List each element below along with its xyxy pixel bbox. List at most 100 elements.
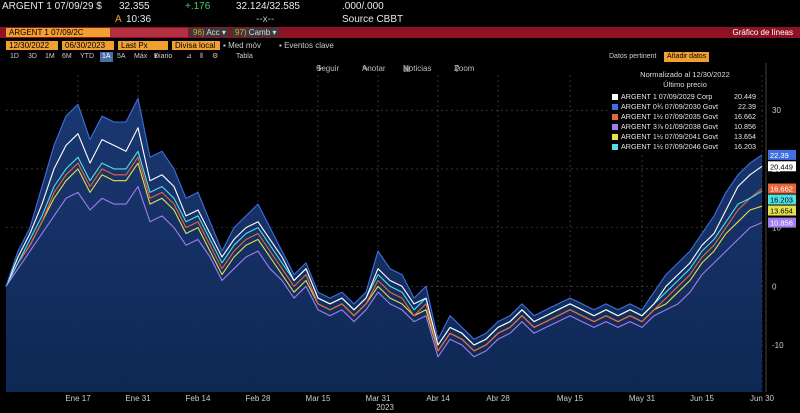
series-line [5, 156, 763, 352]
acc-label: Acc [206, 28, 220, 37]
last-value-badge: 13.654 [768, 205, 796, 216]
legend-item[interactable]: ARGENT 1½ 07/09/2041 Govt 13.654 [612, 132, 758, 141]
y-tick-label: -10 [772, 341, 784, 350]
key-events-label: Eventos clave [284, 41, 334, 50]
y-tick-label: 30 [772, 106, 781, 115]
ticker-field[interactable]: ARGENT 1 07/09/2C [6, 28, 112, 37]
legend-item[interactable]: ARGENT 1 07/09/2029 Corp 20.449 [612, 92, 758, 101]
legend-swatch [612, 93, 618, 100]
news-icon: ▤ [403, 64, 411, 73]
x-tick-label: Jun 30 [750, 394, 775, 403]
legend-value: 16.203 [734, 142, 756, 151]
last-value-text: 10.856 [770, 219, 793, 228]
last-value-text: 16.662 [770, 185, 793, 194]
legend-value: 20.449 [734, 92, 756, 101]
legend-swatch [612, 113, 618, 120]
legend-subtitle: Último precio [663, 80, 707, 89]
legend-title: Normalizado al 12/30/2022 [640, 70, 730, 79]
x-tick-label: Mar 15 [306, 394, 331, 403]
add-data-field[interactable]: Añadir datos [664, 52, 710, 62]
chart-toolbar: ARGENT 1 07/09/2C 96) Acc ▾ 97) Camb ▾ G… [0, 27, 800, 38]
frequency-label: Diario [154, 53, 173, 60]
moving-average-label: Med móv [228, 41, 261, 50]
x-tick-label: Abr 28 [486, 394, 510, 403]
table-button[interactable]: Tabla [236, 53, 253, 60]
x-tick-label: Mar 31 [366, 394, 391, 403]
last-value-badge: 10.856 [768, 217, 796, 228]
checkbox-icon: ▪ [223, 41, 229, 50]
camb-number: 97) [235, 28, 249, 37]
legend-value: 16.662 [734, 112, 756, 121]
chart-tools: ✛ Seguir ✎ Anotar ▤ Noticias ⚲ Zoom [0, 64, 800, 74]
bar-chart-icon[interactable]: ⫴ [200, 53, 203, 60]
period-ytd[interactable]: YTD [80, 53, 94, 60]
camb-label: Camb [248, 28, 271, 37]
y-tick-label: 0 [772, 282, 777, 291]
chevron-down-icon: ▾ [219, 28, 226, 37]
period-1a[interactable]: 1A [100, 52, 113, 62]
series-lines [5, 97, 763, 358]
legend-value: 22.39 [738, 102, 756, 111]
period-bar: 1D 3D 1M 6M YTD 1A 5A Máx Diario ▾ ⊿ ⫴ ⚙… [0, 52, 800, 62]
date-options-bar: 12/30/2022 - 06/30/2023 Last Px Divisa l… [0, 40, 800, 51]
series-line [5, 127, 763, 346]
x-axis-year: 2023 [376, 403, 394, 412]
y-tick-label: 10 [772, 224, 781, 233]
security-name[interactable]: ARGENT 1 07/09/29 $ [2, 1, 102, 12]
legend-item[interactable]: ARGENT 1½ 07/09/2046 Govt 16.203 [612, 142, 758, 151]
period-max[interactable]: Máx [134, 53, 148, 60]
last-value-text: 22.39 [770, 151, 789, 160]
chart-type-title[interactable]: Gráfico de líneas [732, 28, 793, 37]
end-date-field[interactable]: 06/30/2023 [62, 41, 114, 50]
x-tick-label: Feb 14 [186, 394, 211, 403]
chart-legend: Normalizado al 12/30/2022 Último precio … [610, 68, 760, 153]
moving-average-toggle[interactable]: ▪ Med móv [220, 41, 264, 50]
legend-swatch [612, 133, 618, 140]
mid-indicator: --x-- [256, 14, 275, 25]
start-date-field[interactable]: 12/30/2022 [6, 41, 58, 50]
settings-icon[interactable]: ⚙ [212, 53, 219, 60]
legend-value: 10.856 [734, 122, 756, 131]
last-value-badge: 16.662 [768, 183, 796, 194]
series-line [5, 97, 763, 340]
last-value-badge: 16.203 [768, 194, 796, 205]
legend-item[interactable]: ARGENT 3⅞ 01/09/2038 Govt 10.856 [612, 122, 758, 131]
y-axis: 3020100-10 [772, 106, 784, 350]
period-3d[interactable]: 3D [28, 53, 37, 60]
line-chart-icon[interactable]: ⊿ [186, 53, 192, 60]
chevron-down-icon: ▾ [270, 28, 277, 37]
x-tick-label: Feb 28 [246, 394, 271, 403]
follow-label: Seguir [316, 64, 340, 73]
period-1m[interactable]: 1M [45, 53, 55, 60]
period-5a[interactable]: 5A [117, 53, 126, 60]
date-separator: - [54, 41, 57, 50]
legend-swatch [612, 103, 618, 110]
pencil-icon: ✎ [362, 64, 369, 73]
period-1d[interactable]: 1D [10, 53, 19, 60]
x-tick-label: Jun 15 [690, 394, 715, 403]
legend-label: ARGENT 1½ 07/09/2035 Govt [621, 112, 718, 121]
series-line [5, 185, 763, 358]
currency-select[interactable]: Divisa local [172, 41, 220, 50]
zoom-label: Zoom [454, 64, 475, 73]
time-prefix: A [115, 14, 122, 25]
period-6m[interactable]: 6M [62, 53, 72, 60]
legend-item[interactable]: ARGENT 1½ 07/09/2035 Govt 16.662 [612, 112, 758, 121]
magnifier-icon: ⚲ [454, 64, 460, 73]
last-price: 32.355 [119, 1, 150, 12]
x-axis: Ene 17 Ene 31 Feb 14 Feb 28 Mar 15 Mar 31 Abr … [65, 394, 774, 403]
ticker-secondary-field[interactable] [110, 28, 188, 37]
legend-label: ARGENT 1½ 07/09/2041 Govt [621, 132, 718, 141]
yield-values: .000/.000 [342, 1, 384, 12]
key-events-toggle[interactable]: ▪ Eventos clave [276, 41, 337, 50]
news-label: Noticias [403, 64, 432, 73]
legend-label: ARGENT 0¾ 07/09/2030 Govt [621, 102, 718, 111]
acc-number: 96) [193, 28, 207, 37]
price-field-select[interactable]: Last Px [118, 41, 168, 50]
legend-item[interactable]: ARGENT 0¾ 07/09/2030 Govt 22.39 [612, 102, 758, 111]
x-tick-label: Abr 14 [426, 394, 450, 403]
last-value-text: 16.203 [770, 196, 793, 205]
acc-menu[interactable]: 96) Acc ▾ [190, 28, 229, 37]
camb-menu[interactable]: 97) Camb ▾ [232, 28, 280, 37]
